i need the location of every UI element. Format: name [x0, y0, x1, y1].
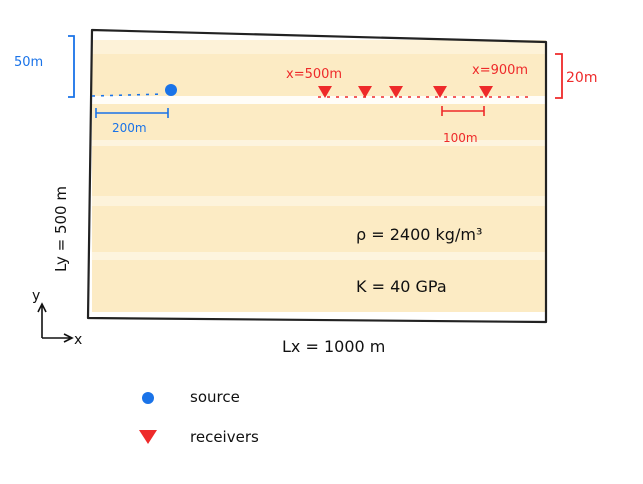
width-label: Lx = 1000 m	[282, 337, 385, 356]
receiver-marker	[433, 86, 447, 98]
source-depth-annotation: 50m	[14, 35, 75, 98]
source-depth-line	[91, 93, 165, 97]
source-offset-annotation: 200m	[95, 108, 169, 135]
receiver-marker	[389, 86, 403, 98]
receiver-depth-label: 20m	[566, 70, 597, 86]
legend-receivers-label: receivers	[190, 428, 259, 446]
receiver-spacing-annotation: 100m	[441, 106, 485, 145]
offset-label: 200m	[112, 121, 147, 135]
bulk-modulus-label: K = 40 GPa	[356, 277, 447, 296]
receiver-marker	[318, 86, 332, 98]
y-axis-label: y	[32, 288, 40, 304]
receiver-marker	[479, 86, 493, 98]
spacing-label: 100m	[443, 131, 478, 145]
depth-label: 50m	[14, 55, 43, 70]
domain-outline	[86, 28, 548, 324]
legend-source-marker	[142, 392, 154, 404]
receiver-depth-annotation: 20m	[555, 53, 597, 99]
height-label: Ly = 500 m	[52, 186, 70, 272]
density-label: ρ = 2400 kg/m³	[356, 225, 482, 244]
receiver-marker	[358, 86, 372, 98]
receivers-end-label: x=900m	[472, 63, 528, 78]
legend-receiver-marker	[139, 430, 157, 444]
legend-source-label: source	[190, 388, 240, 406]
legend: source receivers	[139, 388, 259, 446]
receiver-array	[318, 86, 493, 98]
axes-indicator: y x	[32, 288, 82, 348]
source-marker	[165, 84, 177, 96]
x-axis-label: x	[74, 332, 82, 348]
receivers-start-label: x=500m	[286, 67, 342, 82]
